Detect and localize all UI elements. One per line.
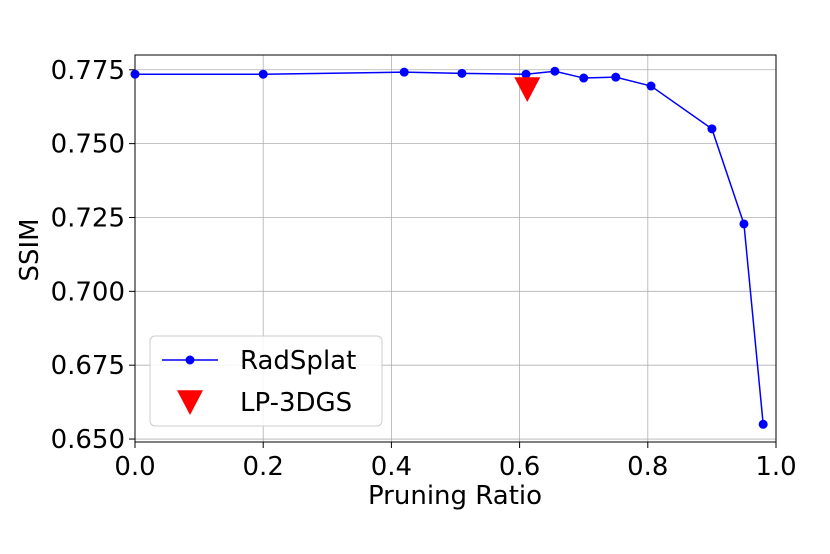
axes: 0.0 0.2 0.4 0.6 0.8 1.0 0.650 0.675 0.700 0.725 0.…: [51, 54, 797, 482]
data-point-triangle: [514, 77, 541, 102]
x-axis-title: Pruning Ratio: [368, 481, 542, 511]
y-axis-title: SSIM: [15, 218, 45, 281]
x-tick-label: 0.4: [371, 452, 412, 482]
x-tick-label: 0.6: [499, 452, 540, 482]
y-tick-label: 0.775: [51, 56, 125, 86]
legend-label: RadSplat: [240, 346, 356, 376]
y-tick-label: 0.725: [51, 203, 125, 233]
data-point: [579, 73, 589, 83]
legend-label: LP-3DGS: [240, 388, 352, 418]
data-point: [258, 69, 268, 79]
legend-marker: [185, 355, 195, 365]
x-tick-label: 1.0: [755, 452, 796, 482]
data-point: [646, 81, 656, 91]
series: [130, 66, 768, 429]
data-point: [399, 67, 409, 77]
data-point: [739, 219, 749, 229]
y-tick-label: 0.650: [51, 425, 125, 455]
x-tick-label: 0.0: [114, 452, 155, 482]
y-tick-label: 0.675: [51, 351, 125, 381]
legend: RadSplat LP-3DGS: [149, 335, 383, 427]
plot-frame: [134, 54, 777, 443]
data-point: [521, 69, 531, 79]
legend-box: [149, 335, 383, 427]
series-line-0: [135, 70, 764, 425]
data-point: [611, 72, 621, 82]
x-tick-label: 0.2: [243, 452, 284, 482]
y-tick-label: 0.700: [51, 277, 125, 307]
data-point: [707, 124, 717, 134]
x-tick-label: 0.8: [627, 452, 668, 482]
y-tick-label: 0.750: [51, 130, 125, 160]
legend-marker: [177, 390, 203, 415]
data-point: [130, 69, 140, 79]
data-point: [457, 68, 467, 78]
data-point: [758, 419, 768, 429]
data-point: [550, 66, 560, 76]
